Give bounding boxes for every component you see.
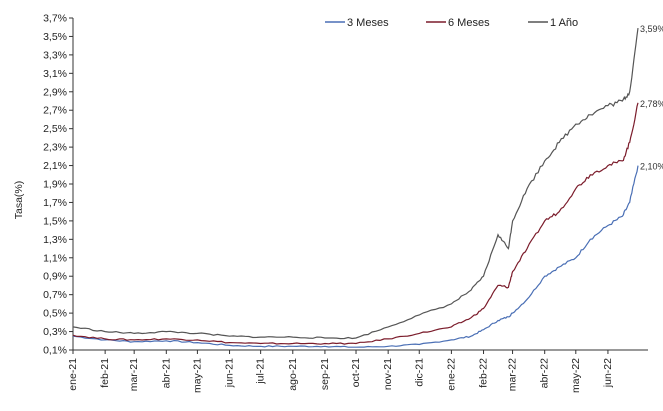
y-tick-label: 1,5%: [43, 215, 67, 227]
x-tick-label: ene-22: [445, 358, 457, 391]
y-tick-label: 1,7%: [43, 197, 67, 209]
legend: 3 Meses 6 Meses 1 Año: [325, 17, 578, 29]
y-tick-label: 2,5%: [43, 123, 67, 135]
y-tick-label: 1,9%: [43, 179, 67, 191]
y-tick-label: 2,3%: [43, 142, 67, 154]
end-value-label: 2,78%: [640, 99, 663, 109]
y-tick-label: 0,7%: [43, 289, 67, 301]
x-tick-label: jun-22: [602, 358, 614, 388]
x-tick-label: mar-22: [507, 358, 519, 391]
x-axis: ene-21 feb-21 mar-21 abr-21 may-21 jun-21 jul-…: [67, 349, 648, 393]
end-value-label: 2,10%: [640, 162, 663, 172]
y-tick-label: 3,5%: [43, 31, 67, 43]
y-tick-label: 3,3%: [43, 49, 67, 61]
x-tick-label: may-22: [570, 358, 582, 393]
x-tick-label: jul-21: [255, 358, 267, 385]
x-tick-label: dic-21: [413, 358, 425, 387]
y-tick-label: 0,9%: [43, 271, 67, 283]
y-tick-label: 2,7%: [43, 105, 67, 117]
x-tick-label: ene-21: [67, 358, 79, 391]
y-tick-label: 1,3%: [43, 234, 67, 246]
x-tick-label: mar-21: [128, 358, 140, 391]
x-tick-label: may-21: [191, 358, 203, 393]
series-lines: [72, 28, 639, 348]
series-line-2: [72, 102, 639, 345]
legend-label: 1 Año: [550, 17, 578, 29]
x-tick-label: sep-21: [319, 358, 331, 390]
series-line-3: [72, 28, 639, 340]
x-tick-label: nov-21: [382, 358, 394, 390]
y-tick-label: 3,1%: [43, 68, 67, 80]
y-axis-label: Tasa(%): [13, 181, 25, 220]
y-tick-label: 0,3%: [43, 326, 67, 338]
legend-label: 3 Meses: [347, 17, 389, 29]
series-line-1: [72, 165, 639, 348]
y-tick-label: 0,5%: [43, 308, 67, 320]
y-tick-label: 1,1%: [43, 252, 67, 264]
end-value-label: 3,59%: [640, 24, 663, 34]
x-tick-label: jun-21: [224, 358, 236, 388]
y-tick-label: 0,1%: [43, 345, 67, 357]
x-tick-label: abr-21: [160, 358, 172, 389]
x-tick-label: feb-22: [478, 358, 490, 388]
x-tick-label: ago-21: [287, 358, 299, 391]
x-tick-label: oct-21: [350, 358, 362, 387]
end-labels: 2,10% 2,78% 3,59%: [640, 24, 663, 171]
y-axis: 3,7% 3,5% 3,3% 3,1% 2,9% 2,7% 2,5% 2,3% 2,1% 1,9%…: [43, 13, 74, 357]
y-tick-label: 2,9%: [43, 86, 67, 98]
y-tick-label: 3,7%: [43, 13, 67, 25]
x-tick-label: abr-22: [539, 358, 551, 389]
y-tick-label: 2,1%: [43, 160, 67, 172]
x-tick-label: feb-21: [99, 358, 111, 388]
legend-label: 6 Meses: [448, 17, 490, 29]
